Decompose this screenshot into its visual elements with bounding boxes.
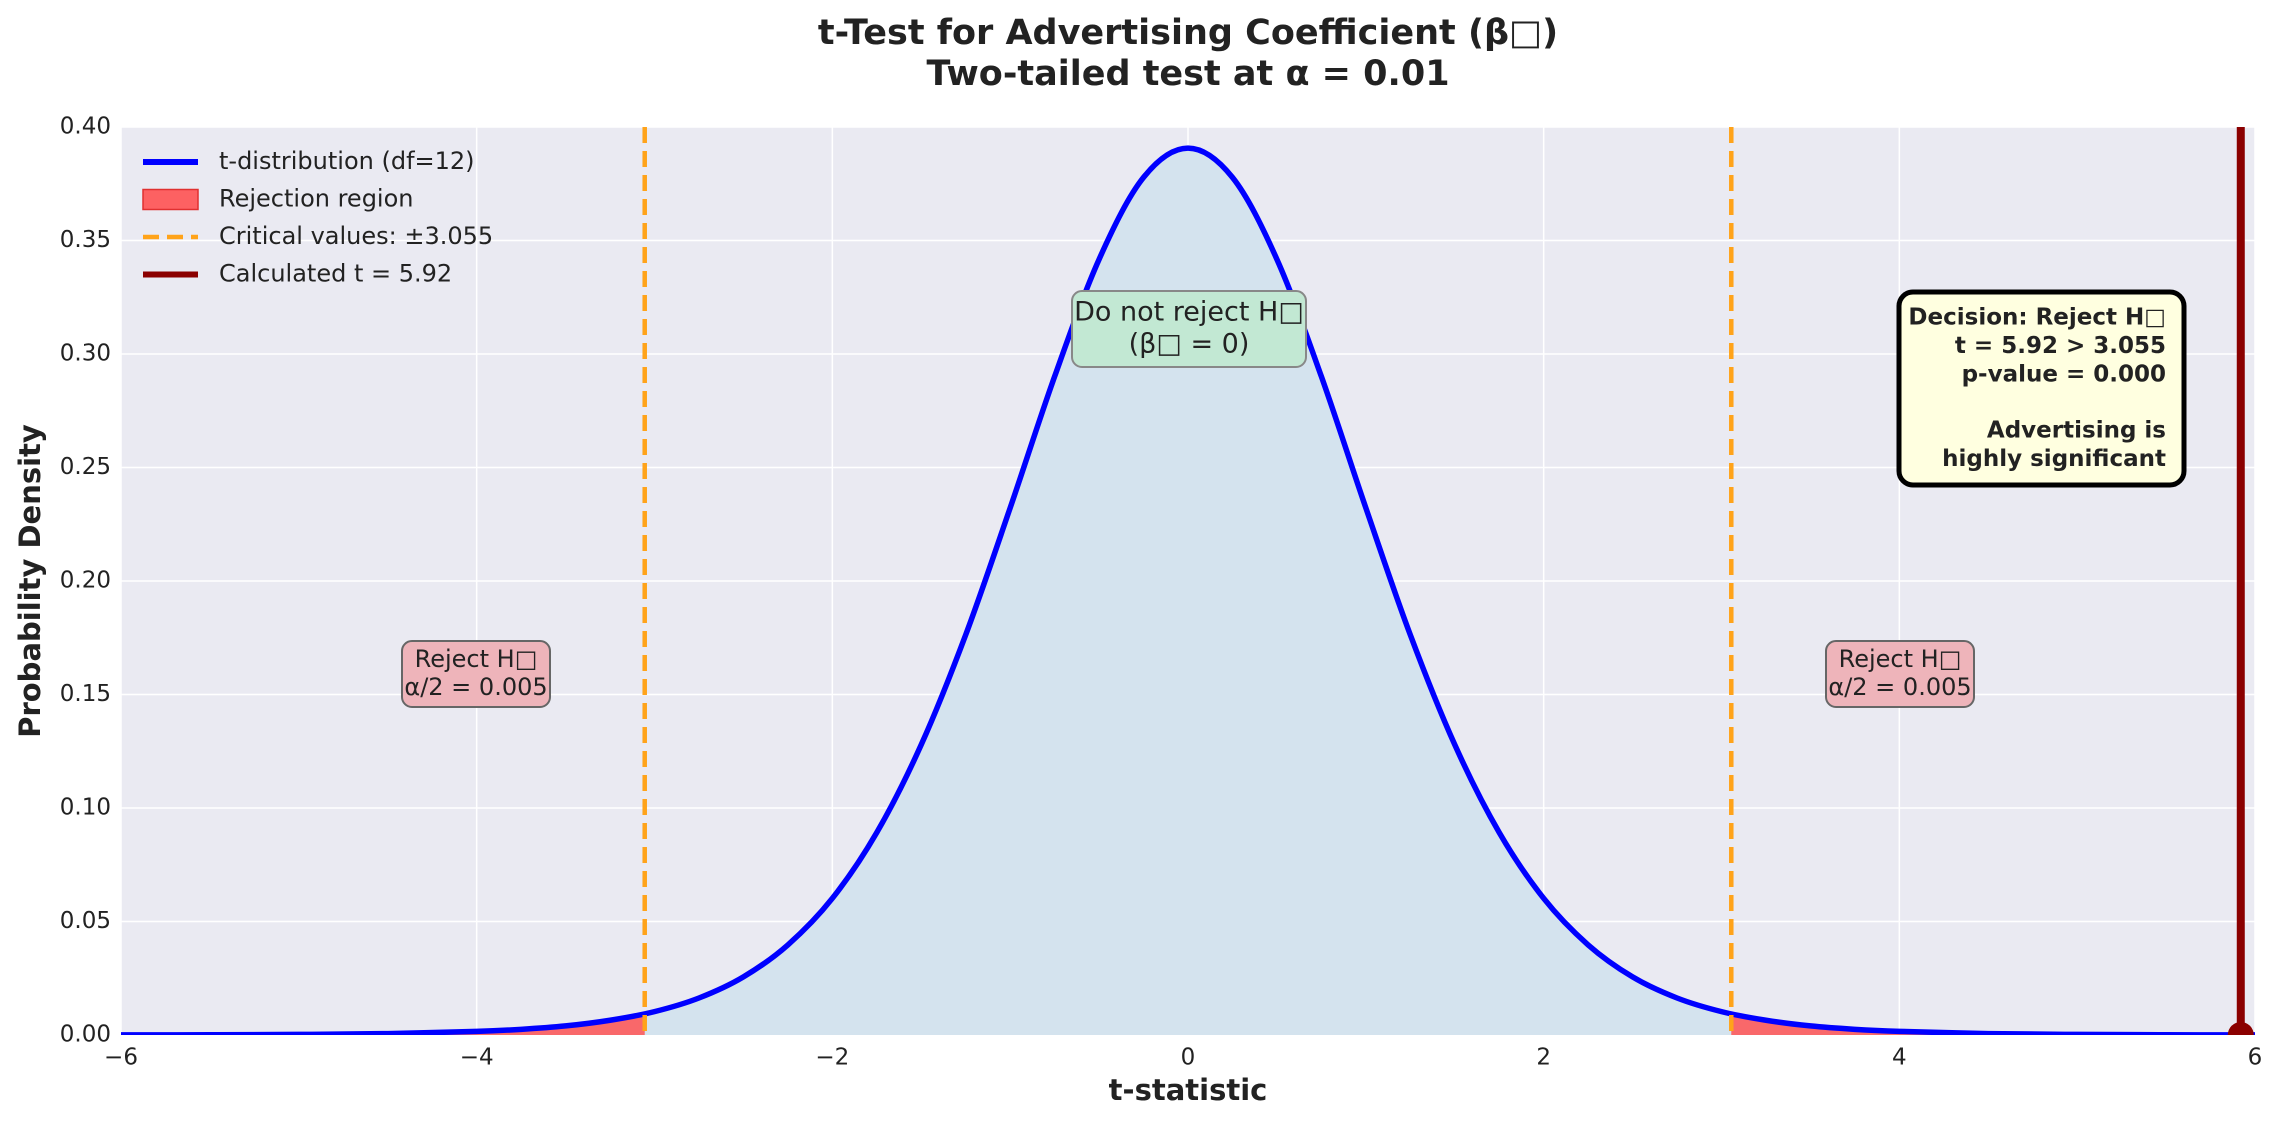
annotation-text: Do not reject H□ xyxy=(1074,297,1304,328)
chart-title: t-Test for Advertising Coefficient (β□) xyxy=(818,13,1558,53)
line xyxy=(121,145,2255,1035)
annotation-box xyxy=(1071,290,1307,368)
annotation-text: Decision: Reject H□ xyxy=(1908,305,2166,331)
annotation-text: Reject H□ xyxy=(1839,645,1962,673)
rejection-area xyxy=(1731,1013,2255,1035)
area-fill xyxy=(121,148,2255,1035)
plot-area xyxy=(121,127,2255,1035)
annotation-text: Advertising is xyxy=(1987,418,2166,444)
x-tick-label: −4 xyxy=(460,1045,494,1071)
legend: t-distribution (df=12) Rejection region Cr… xyxy=(142,147,493,288)
x-tick-label: −2 xyxy=(815,1045,849,1071)
x-axis-label: t-statistic xyxy=(1109,1073,1268,1107)
y-tick-label: 0.25 xyxy=(60,454,111,480)
x-tick-label: 2 xyxy=(1536,1045,1551,1071)
annotation-box xyxy=(401,640,551,708)
annotation-text: Reject H□ xyxy=(415,645,538,673)
annotations: Do not reject H□(β□ = 0)Reject H□α/2 = 0… xyxy=(401,289,2187,708)
annotation-text: highly significant xyxy=(1942,446,2166,472)
x-tick-label: −6 xyxy=(104,1045,138,1071)
legend-label: t-distribution (df=12) xyxy=(219,147,475,175)
decision-box xyxy=(1896,289,2187,488)
y-tick-label: 0.10 xyxy=(60,795,111,821)
calculated-marker xyxy=(2227,1022,2254,1035)
y-tick-label: 0.30 xyxy=(60,341,111,367)
annotation-text: α/2 = 0.005 xyxy=(1828,673,1971,701)
y-tick-label: 0.05 xyxy=(60,908,111,934)
annotation-text: α/2 = 0.005 xyxy=(404,673,547,701)
annotation-box xyxy=(1825,640,1975,708)
x-tick-label: 4 xyxy=(1892,1045,1907,1071)
annotation-text: p-value = 0.000 xyxy=(1962,362,2166,388)
annotation-text: t = 5.92 > 3.055 xyxy=(1955,333,2166,359)
y-tick-label: 0.20 xyxy=(60,568,111,594)
annotation-text: (β□ = 0) xyxy=(1129,329,1250,360)
legend-label: Calculated t = 5.92 xyxy=(219,260,452,288)
y-tick-label: 0.35 xyxy=(60,227,111,253)
x-tick-label: 6 xyxy=(2248,1045,2263,1071)
legend-swatch xyxy=(142,188,199,211)
rejection-area xyxy=(121,1013,645,1035)
legend-label: Rejection region xyxy=(219,185,414,213)
y-axis-label: Probability Density xyxy=(13,424,47,738)
legend-label: Critical values: ±3.055 xyxy=(219,222,493,250)
x-tick-label: 0 xyxy=(1181,1045,1196,1071)
y-tick-label: 0.15 xyxy=(60,681,111,707)
y-tick-label: 0.00 xyxy=(60,1022,111,1048)
y-tick-label: 0.40 xyxy=(60,114,111,140)
chart-subtitle: Two-tailed test at α = 0.01 xyxy=(926,54,1449,94)
